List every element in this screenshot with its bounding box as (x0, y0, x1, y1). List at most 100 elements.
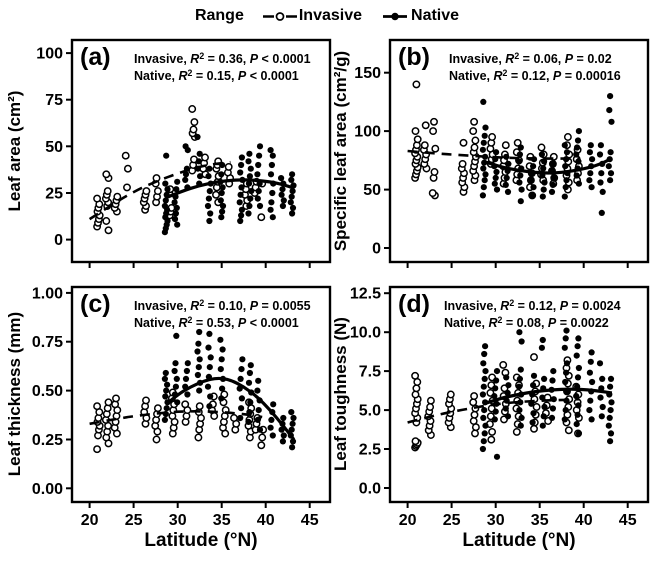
native-point (256, 152, 263, 159)
native-point (588, 416, 595, 423)
stats-line: Invasive, R2 = 0.12, P = 0.0024 (444, 298, 621, 313)
invasive-point (224, 162, 233, 171)
invasive-point (181, 400, 190, 409)
native-point (516, 375, 523, 382)
native-point (492, 174, 499, 181)
native-point (204, 383, 212, 390)
native-point (219, 385, 226, 392)
native-point (549, 181, 556, 188)
native-point (239, 356, 246, 363)
invasive-point (201, 153, 209, 162)
y-tick-label: 25 (45, 186, 63, 203)
axes-frame (70, 38, 332, 264)
invasive-point (103, 187, 112, 196)
native-point (493, 149, 500, 156)
native-point (237, 414, 244, 422)
native-point (541, 403, 548, 411)
native-point (162, 393, 169, 400)
invasive-point (459, 138, 468, 147)
native-point (516, 151, 523, 158)
native-point (256, 143, 264, 150)
y-tick-label: 0.50 (32, 383, 63, 400)
native-point (597, 142, 604, 149)
native-trend-line (165, 178, 295, 200)
invasive-point (499, 360, 508, 369)
native-point (481, 350, 488, 358)
native-point (480, 383, 487, 390)
native-point (575, 158, 582, 165)
native-point (480, 184, 487, 191)
native-point (539, 193, 546, 200)
invasive-point (428, 189, 437, 198)
x-tick-label: 45 (619, 512, 637, 529)
series-invasive-points (411, 80, 583, 200)
legend-label-native: Native (411, 7, 460, 24)
native-point (539, 422, 546, 429)
invasive-point (153, 187, 162, 196)
native-point (481, 375, 488, 382)
invasive-point (258, 433, 267, 442)
panel-c-stats: Invasive, R2 = 0.10, P = 0.0055 Native, R… (134, 298, 311, 332)
native-point (256, 426, 264, 433)
invasive-point (102, 217, 111, 225)
native-point (219, 202, 227, 210)
panel-a-plot: 0 25 50 75 100 (36, 38, 332, 268)
x-ticks: 20 25 30 35 40 45 (81, 502, 319, 529)
native-point (530, 184, 537, 191)
native-point (164, 186, 171, 193)
invasive-point (142, 187, 151, 196)
native-point (574, 374, 582, 381)
native-point (163, 405, 170, 412)
invasive-point (470, 392, 479, 401)
native-point (504, 389, 511, 396)
invasive-point (257, 213, 266, 222)
native-point (548, 414, 556, 421)
y-axis-title-b: Specific leaf area (cm²/g) (331, 50, 350, 252)
native-point (563, 369, 570, 376)
invasive-point (471, 136, 480, 145)
y-tick-label: 0.25 (32, 432, 63, 449)
native-point (607, 438, 614, 445)
native-point (575, 180, 582, 187)
invasive-point (142, 396, 150, 405)
native-point (219, 184, 226, 191)
native-point (255, 161, 262, 169)
native-point (255, 188, 262, 195)
native-point (481, 177, 488, 184)
y-tick-label: 1.00 (32, 285, 63, 302)
native-point (288, 426, 295, 433)
native-point (504, 413, 512, 420)
native-marker-icon (383, 12, 408, 20)
native-point (505, 160, 512, 167)
legend: Range Invasive Native (0, 4, 654, 28)
native-point (479, 445, 486, 453)
native-point (573, 352, 580, 359)
native-point (607, 170, 615, 177)
native-point (573, 172, 580, 179)
native-point (278, 191, 285, 198)
x-tick-label: 40 (257, 512, 275, 529)
native-point (482, 368, 489, 375)
native-point (206, 165, 213, 172)
native-point (280, 432, 287, 439)
native-point (289, 420, 296, 427)
invasive-point (411, 371, 420, 380)
native-point (245, 180, 253, 187)
native-point (280, 414, 287, 422)
native-point (503, 374, 510, 381)
invasive-point (563, 133, 572, 141)
native-point (502, 181, 509, 188)
native-point (217, 336, 224, 343)
native-point (538, 344, 545, 351)
native-point (255, 407, 262, 414)
invasive-point (469, 398, 478, 407)
invasive-point (530, 424, 538, 433)
native-point (247, 165, 254, 172)
native-point (516, 179, 523, 186)
invasive-point (469, 127, 478, 136)
native-point (173, 375, 180, 382)
native-point (238, 206, 245, 213)
native-point (247, 195, 254, 202)
native-point (217, 197, 224, 204)
y-tick-label: 0 (54, 232, 63, 249)
